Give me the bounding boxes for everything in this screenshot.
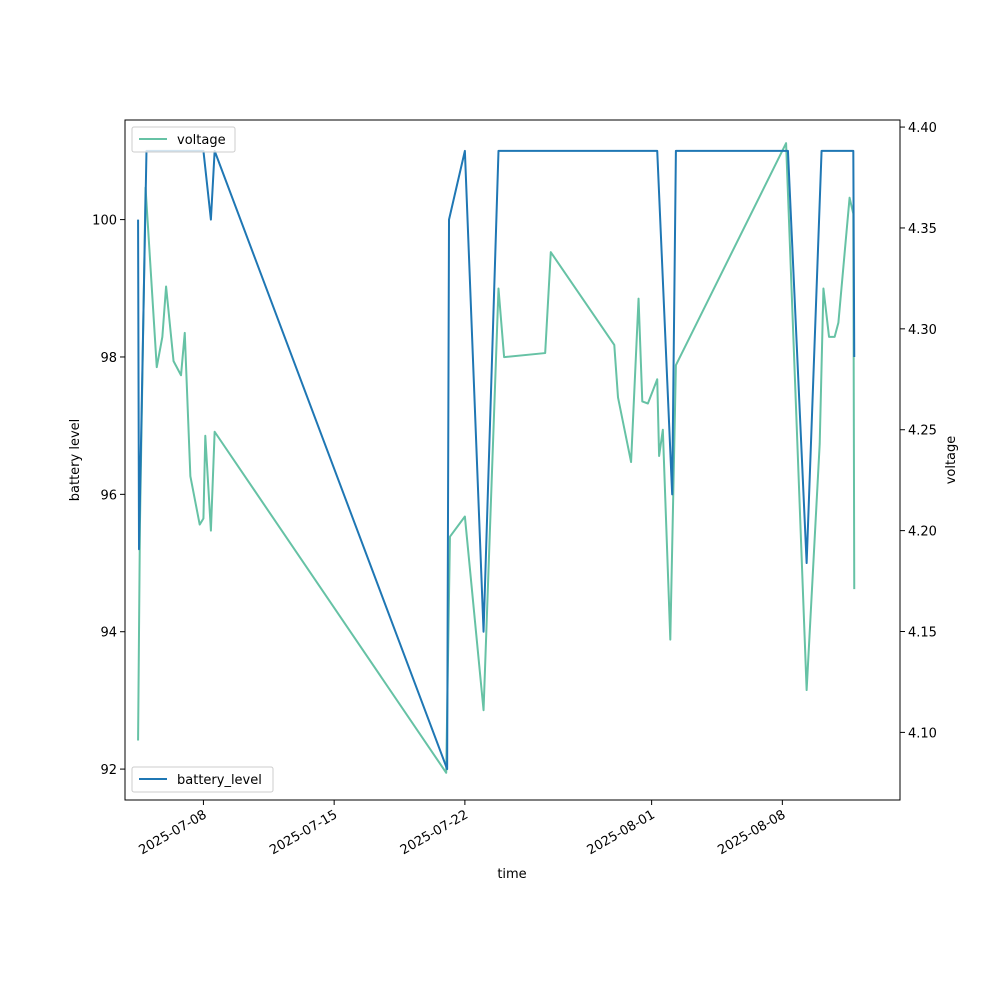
legend-battery-level-label: battery_level <box>177 773 262 788</box>
y-right-tick-label: 4.10 <box>908 726 937 741</box>
y-right-tick-label: 4.35 <box>908 222 937 237</box>
y-axis-left-label: battery level <box>68 419 83 502</box>
y-right-tick-label: 4.20 <box>908 525 937 540</box>
y-left-tick-label: 100 <box>92 214 117 229</box>
y-left-tick-label: 92 <box>100 763 117 778</box>
y-left-tick-label: 98 <box>100 351 117 366</box>
x-axis-label: time <box>497 867 526 882</box>
legend-battery-level: battery_level <box>131 766 274 793</box>
legend-voltage-box <box>131 126 236 153</box>
y-left-tick-label: 96 <box>100 488 117 503</box>
y-axis-right-label: voltage <box>944 436 959 485</box>
y-right-tick-label: 4.25 <box>908 424 937 439</box>
plot-area-frame <box>124 119 901 801</box>
y-right-tick-label: 4.30 <box>908 323 937 338</box>
y-right-tick-label: 4.40 <box>908 121 937 136</box>
legend-battery-level-box <box>131 766 274 793</box>
y-left-tick-label: 94 <box>100 626 117 641</box>
y-right-tick-label: 4.15 <box>908 626 937 641</box>
legend-voltage: voltage <box>131 126 236 153</box>
series-line-voltage <box>137 142 856 774</box>
legend-voltage-label: voltage <box>177 133 226 148</box>
